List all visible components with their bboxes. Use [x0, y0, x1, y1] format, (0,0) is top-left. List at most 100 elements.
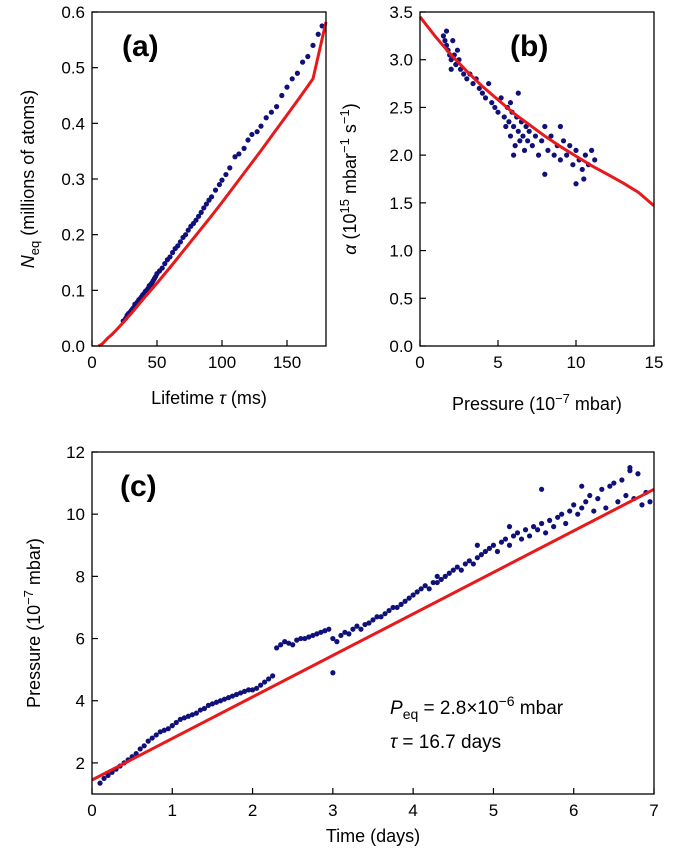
data-point [539, 486, 545, 492]
data-point [510, 533, 517, 539]
data-point [582, 152, 588, 158]
data-point [587, 492, 593, 499]
data-point [529, 143, 535, 149]
data-point [570, 162, 576, 168]
x-tick-label: 7 [649, 801, 658, 820]
data-point [489, 100, 495, 106]
data-point [274, 104, 280, 110]
data-point [306, 634, 312, 640]
data-point [245, 137, 251, 143]
data-point [454, 564, 460, 570]
y-label-symbol: N [18, 254, 38, 268]
x-tick-label: 1 [168, 801, 177, 820]
data-point [338, 632, 344, 639]
annot-sup: −6 [499, 693, 515, 709]
data-point [535, 152, 542, 158]
data-point [627, 468, 633, 474]
data-point [422, 583, 428, 589]
data-point [217, 698, 224, 704]
data-point [571, 502, 577, 508]
data-point [229, 693, 236, 699]
y-label-sup: 15 [337, 199, 352, 213]
data-point [254, 129, 260, 135]
data-point [520, 133, 526, 139]
data-point [525, 138, 531, 144]
data-point [461, 71, 467, 77]
x-label-prefix: Lifetime [151, 388, 219, 408]
y-tick-label: 10 [66, 505, 85, 524]
data-point [492, 104, 498, 111]
data-point [543, 530, 549, 536]
data-point [526, 128, 532, 134]
data-point [502, 536, 509, 542]
data-point [579, 166, 585, 173]
data-point [539, 520, 545, 527]
data-point [390, 604, 396, 611]
panel-label: (c) [120, 470, 157, 503]
data-point [258, 123, 264, 129]
data-point [599, 486, 605, 492]
data-point [137, 746, 143, 752]
data-point [494, 548, 501, 555]
data-point [551, 524, 557, 530]
x-tick-label: 0 [415, 353, 424, 372]
data-point [354, 623, 360, 629]
data-point [539, 138, 545, 144]
y-tick-label: 0.5 [389, 289, 413, 308]
data-point [498, 539, 505, 545]
data-point [482, 95, 489, 101]
data-point [418, 586, 424, 592]
data-point [330, 670, 336, 676]
data-point [245, 687, 252, 693]
annotation-peq: Peq = 2.8×10−6 mbar [390, 693, 564, 722]
data-point [542, 123, 548, 130]
data-point [476, 85, 482, 91]
data-point [454, 47, 461, 53]
data-point [514, 530, 521, 536]
x-axis-label: Time (days) [326, 826, 420, 846]
y-axis-label: Neq (millions of atoms) [18, 90, 42, 269]
panel-b-chart: 0 5 10 15 0.0 0.5 1.0 1.5 2.0 2.5 3.0 3.5 (b) Pressur… [337, 3, 663, 414]
data-point [474, 542, 480, 548]
data-point [350, 626, 356, 632]
x-tick-label: 6 [569, 801, 578, 820]
data-point [232, 154, 238, 160]
data-point [479, 90, 485, 96]
y-label-suffix: mbar) [24, 538, 44, 590]
data-point [448, 66, 454, 72]
data-point [227, 165, 233, 171]
data-point [526, 533, 533, 539]
data-point [177, 239, 183, 245]
x-tick-label: 5 [489, 801, 498, 820]
data-point [430, 579, 436, 586]
x-tick-label: 5 [493, 353, 502, 372]
data-point [557, 157, 564, 163]
panel-label: (b) [510, 30, 548, 63]
data-point [213, 699, 220, 705]
data-point [548, 133, 554, 139]
data-point [159, 265, 165, 271]
data-point [647, 499, 653, 505]
data-point [434, 573, 440, 579]
y-tick-label: 0.2 [61, 226, 85, 245]
data-point [358, 626, 364, 632]
data-point [149, 735, 155, 741]
data-point [466, 558, 472, 564]
data-point [501, 114, 507, 120]
data-point [219, 177, 225, 183]
data-point [567, 143, 573, 149]
data-point [521, 147, 528, 153]
data-point [542, 171, 548, 177]
data-point [464, 76, 470, 82]
data-point [167, 254, 173, 260]
x-label-suffix: (ms) [226, 388, 267, 408]
data-point [592, 157, 598, 163]
data-point [575, 511, 581, 517]
y-label-prefix: Pressure (10 [24, 605, 44, 708]
data-point [249, 687, 256, 693]
data-point [534, 527, 541, 533]
y-label-prefix: (10 [340, 213, 360, 244]
data-point [378, 614, 384, 620]
data-point [446, 570, 452, 576]
data-point [253, 685, 260, 691]
